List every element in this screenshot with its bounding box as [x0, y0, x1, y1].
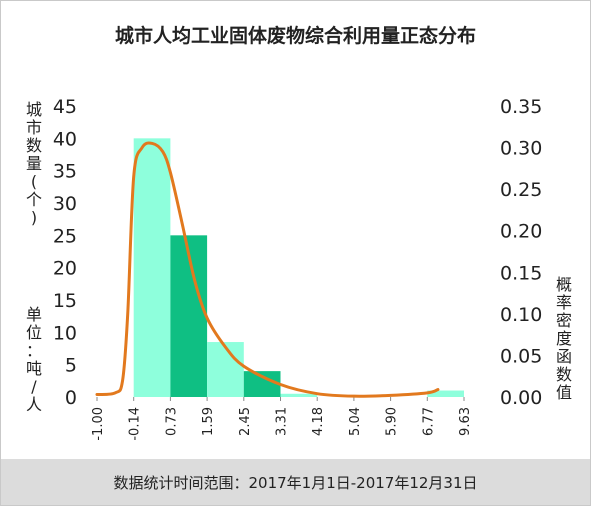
- chart-plot: 0 5 10 15 20 25 30 35 40 45 0.00 0.05 0.10 0.15 0.20 0.…: [53, 96, 543, 441]
- left-tick-label: 20: [53, 258, 77, 280]
- x-tick-label: 6.77: [421, 407, 436, 436]
- x-tick-label: 5.90: [385, 407, 400, 436]
- footer-bar: 数据统计时间范围：2017年1月1日-2017年12月31日: [1, 459, 590, 505]
- histogram-bar: [280, 393, 318, 397]
- histogram-bar: [207, 342, 244, 397]
- x-tick-label: 1.59: [201, 407, 216, 436]
- footer-note: 数据统计时间范围：2017年1月1日-2017年12月31日: [113, 474, 478, 492]
- x-tick-label: 9.63: [458, 407, 473, 436]
- x-tick-label: 4.18: [311, 407, 326, 436]
- unit-label: 单位：吨 / 人: [25, 305, 42, 414]
- histogram-bar: [170, 235, 208, 397]
- right-tick-label: 0.15: [500, 262, 542, 284]
- histogram-bar: [427, 390, 464, 397]
- x-tick-label: 5.04: [348, 407, 363, 436]
- right-tick-label: 0.05: [500, 345, 542, 367]
- x-tick-label: -0.14: [128, 407, 143, 441]
- left-tick-label: 30: [53, 193, 77, 215]
- x-tick-label: 2.45: [238, 407, 253, 436]
- right-tick-label: 0.00: [500, 387, 542, 409]
- x-tick-label: -1.00: [91, 407, 106, 441]
- histogram-bar: [133, 138, 171, 398]
- x-tick-label: 3.31: [275, 407, 290, 436]
- left-tick-label: 40: [53, 128, 77, 150]
- left-tick-label: 15: [53, 290, 77, 312]
- left-tick-label: 35: [53, 161, 77, 183]
- left-tick-label: 25: [53, 225, 77, 247]
- left-tick-label: 45: [53, 96, 77, 118]
- right-tick-label: 0.35: [500, 96, 542, 118]
- left-tick-label: 5: [65, 355, 77, 377]
- x-tick-label: 0.73: [164, 407, 179, 436]
- density-curve: [95, 141, 440, 398]
- left-axis-label: 城市数量(个): [25, 100, 42, 227]
- right-tick-label: 0.30: [500, 138, 542, 160]
- right-axis-label: 概率密度函数值: [555, 275, 572, 402]
- left-tick-label: 0: [65, 387, 77, 409]
- chart-title: 城市人均工业固体废物综合利用量正态分布: [114, 25, 476, 47]
- left-tick-label: 10: [53, 322, 77, 344]
- histogram-bar: [243, 371, 281, 397]
- right-tick-label: 0.25: [500, 179, 542, 201]
- right-tick-label: 0.10: [500, 304, 542, 326]
- right-tick-label: 0.20: [500, 221, 542, 243]
